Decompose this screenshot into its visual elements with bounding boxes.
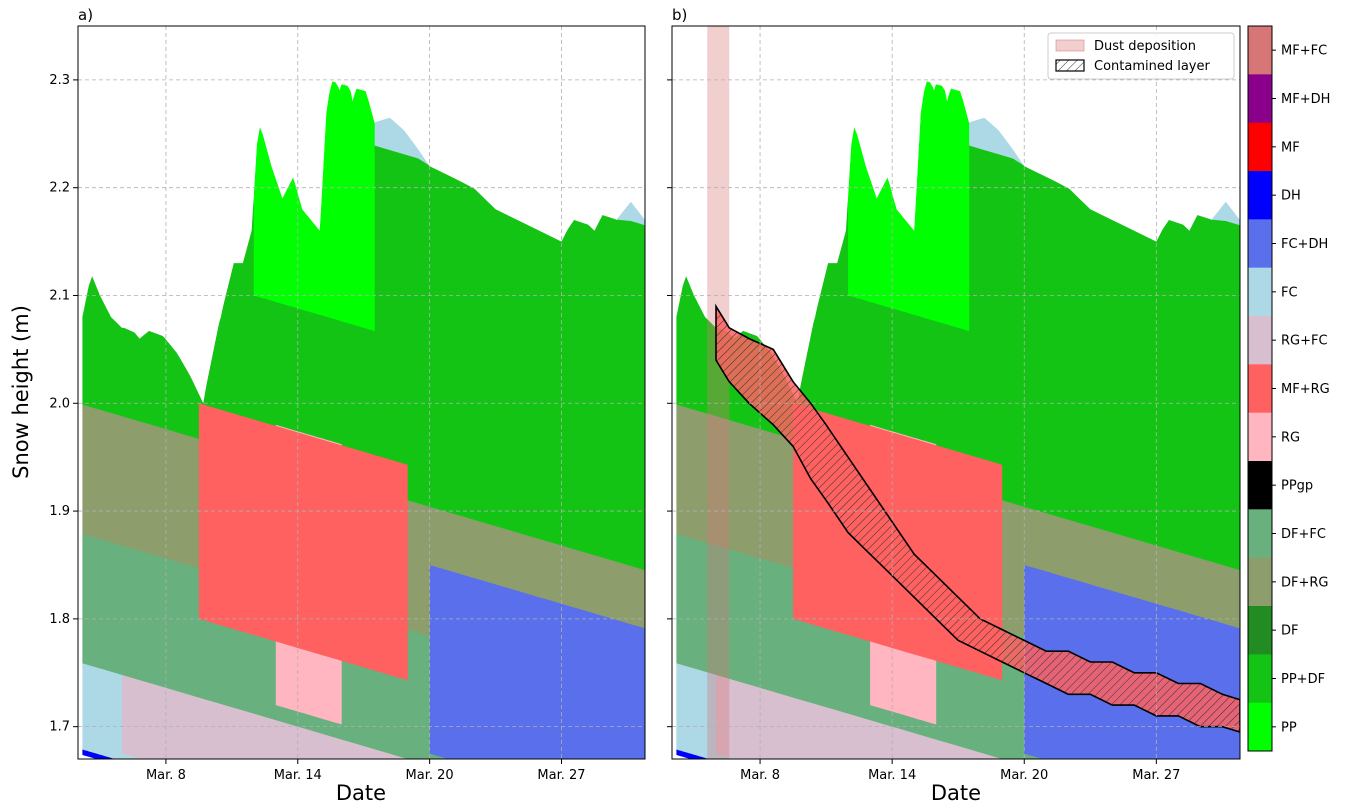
colorbar-cell (1248, 461, 1272, 510)
colorbar-label: DF (1281, 624, 1299, 639)
legend-layer-label: Contamined layer (1094, 59, 1211, 74)
dust-deposition-band (707, 26, 730, 759)
colorbar-cell (1248, 654, 1272, 704)
grain-region-pp-a (253, 81, 375, 332)
legend: Dust deposition Contamined layer (1047, 32, 1235, 80)
legend-dust-swatch (1055, 39, 1085, 52)
x-tick-label: Mar. 27 (537, 768, 585, 783)
grain-region-fc-dh-a (429, 565, 645, 759)
panel-a-yticks: 1.7 1.8 1.9 2.0 2.1 2.2 2.3 (49, 73, 78, 735)
panel-b-grid (672, 26, 1240, 759)
colorbar-label: DH (1281, 189, 1301, 204)
colorbar-label: MF (1281, 140, 1300, 155)
no-data-left-b (672, 26, 677, 759)
sky-b (672, 26, 1240, 404)
colorbar-label: MF+DH (1281, 92, 1330, 107)
colorbar-cell (1248, 557, 1272, 607)
sky-a (78, 26, 645, 404)
colorbar-cell (1248, 74, 1272, 124)
colorbar-label: FC+DH (1281, 237, 1328, 252)
colorbar-label: RG (1281, 430, 1300, 445)
x-tick-label: Mar. 14 (868, 768, 916, 783)
grain-region-dh-b (672, 748, 761, 759)
colorbar-labels: MF+FC MF+DH MF DH FC+DH FC RG+FC MF+RG RG PPgp DF+… (1272, 44, 1330, 735)
colorbar-cell (1248, 606, 1272, 655)
y-tick-label: 2.0 (49, 396, 70, 411)
x-tick-label: Mar. 14 (274, 768, 322, 783)
colorbar-cell (1248, 171, 1272, 220)
x-tick-label: Mar. 27 (1132, 768, 1180, 783)
colorbar-cell (1248, 412, 1272, 462)
panel-a: Mar. 8 Mar. 14 Mar. 20 Mar. 27 1.7 1.8 1.9 2.0… (9, 6, 646, 805)
x-tick-label: Mar. 8 (146, 768, 186, 783)
x-tick-label: Mar. 8 (740, 768, 780, 783)
colorbar-label: PP+DF (1281, 672, 1325, 687)
grain-region-pp-df-b (672, 133, 1240, 571)
grain-region-mf-rg-a (198, 403, 408, 681)
colorbar-cell (1248, 509, 1272, 559)
y-tick-label: 1.7 (49, 720, 70, 735)
colorbar-label: FC (1281, 285, 1298, 300)
colorbar-label: RG+FC (1281, 334, 1328, 349)
colorbar-cell (1248, 267, 1272, 317)
grain-region-pp-df-a (78, 133, 645, 571)
colorbar-cell (1248, 122, 1272, 172)
y-tick-label: 2.2 (49, 181, 70, 196)
colorbar-cells (1248, 26, 1272, 752)
legend-box (1047, 32, 1235, 80)
panel-b-yticks (667, 79, 672, 728)
grain-region-pp-b (848, 81, 970, 332)
legend-layer-swatch (1055, 59, 1085, 72)
colorbar-cell (1248, 219, 1272, 269)
x-tick-label: Mar. 20 (406, 768, 454, 783)
panel-b: Mar. 8 Mar. 14 Mar. 20 Mar. 27 b) Date Dust… (667, 6, 1241, 805)
panel-a-xticks: Mar. 8 Mar. 14 Mar. 20 Mar. 27 (146, 759, 586, 783)
panel-a-grid (78, 26, 645, 759)
colorbar-label: MF+FC (1281, 44, 1327, 59)
y-tick-label: 2.3 (49, 73, 70, 88)
no-data-left-a (78, 26, 83, 759)
colorbar: MF+FC MF+DH MF DH FC+DH FC RG+FC MF+RG RG PPgp DF+… (1247, 25, 1330, 752)
panel-a-plot (78, 26, 645, 759)
panel-b-label: b) (672, 6, 687, 24)
x-tick-label: Mar. 20 (1000, 768, 1048, 783)
y-axis-label: Snow height (m) (9, 305, 33, 479)
colorbar-cell (1248, 364, 1272, 414)
colorbar-label: DF+FC (1281, 527, 1326, 542)
grain-region-dh-a (78, 748, 166, 759)
panel-b-plot (672, 26, 1240, 759)
y-tick-label: 2.1 (49, 288, 70, 303)
y-tick-label: 1.8 (49, 612, 70, 627)
panel-a-frame (77, 25, 646, 760)
panel-a-label: a) (78, 6, 93, 24)
panel-b-frame (671, 25, 1241, 760)
colorbar-label: DF+RG (1281, 575, 1329, 590)
colorbar-label: MF+RG (1281, 382, 1330, 397)
panel-b-xticks: Mar. 8 Mar. 14 Mar. 20 Mar. 27 (740, 759, 1180, 783)
colorbar-label: PPgp (1281, 479, 1313, 494)
y-tick-label: 1.9 (49, 504, 70, 519)
panel-a-xlabel: Date (336, 781, 386, 805)
colorbar-label: PP (1281, 720, 1297, 735)
legend-dust-label: Dust deposition (1094, 39, 1196, 54)
colorbar-cell (1248, 26, 1272, 75)
colorbar-cell (1248, 316, 1272, 365)
colorbar-cell (1248, 702, 1272, 752)
panel-b-xlabel: Date (931, 781, 981, 805)
